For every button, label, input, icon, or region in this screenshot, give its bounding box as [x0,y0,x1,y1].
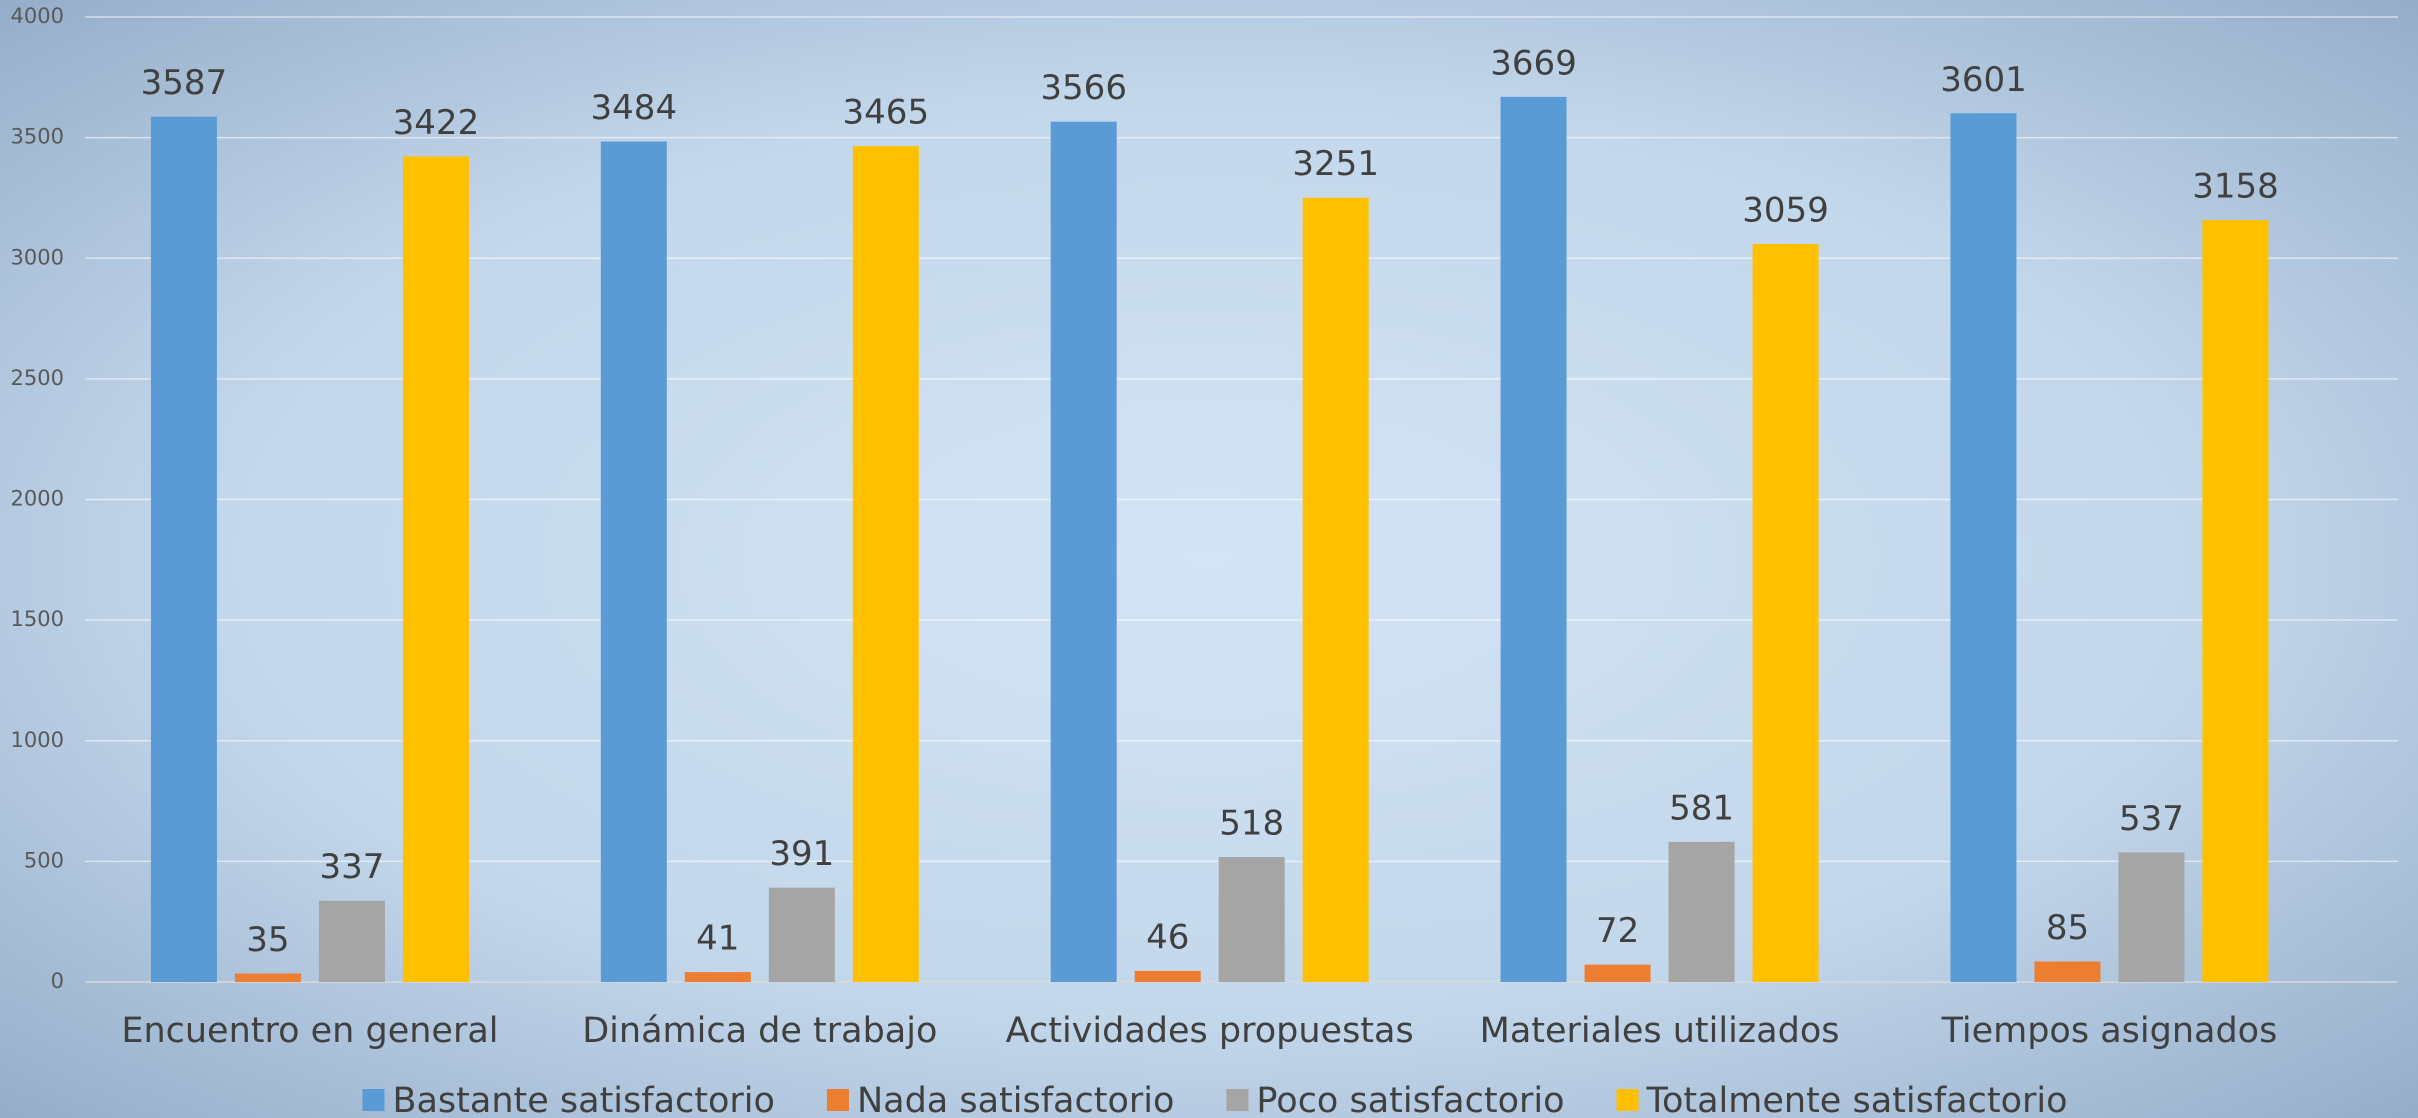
value-label: 3465 [843,93,930,133]
bar [1950,113,2017,983]
value-label: 46 [1146,917,1189,957]
bar [234,973,301,982]
bar [1584,964,1651,982]
legend-label: Nada satisfactorio [857,1081,1174,1118]
y-tick-label: 2500 [11,366,64,390]
bar [150,116,217,983]
value-label: 537 [2119,799,2184,839]
bar [1218,857,1285,982]
legend-swatch [1226,1089,1249,1111]
y-tick-label: 3000 [11,245,64,269]
bar [2118,852,2185,982]
bar [2034,961,2101,982]
value-label: 3422 [393,103,480,143]
x-tick-label: Encuentro en general [121,1011,498,1051]
y-tick-label: 500 [24,848,64,872]
value-label: 85 [2046,908,2089,948]
bar [318,900,385,982]
bar [1134,970,1201,982]
value-label: 581 [1669,788,1734,828]
value-label: 35 [246,920,289,960]
legend-label: Bastante satisfactorio [392,1081,774,1118]
bar [1050,121,1117,982]
value-label: 3059 [1742,191,1829,231]
value-label: 3484 [591,88,678,128]
value-label: 41 [696,919,739,959]
bar [1668,841,1735,982]
bar [852,146,919,983]
value-label: 518 [1219,804,1284,844]
x-tick-label: Tiempos asignados [1941,1011,2278,1051]
y-tick-label: 1500 [11,607,64,631]
bar [600,141,667,983]
bar [1500,96,1567,982]
value-label: 3251 [1292,144,1379,184]
value-label: 3601 [1940,60,2027,100]
x-tick-label: Materiales utilizados [1480,1011,1840,1051]
x-tick-label: Dinámica de trabajo [582,1011,937,1051]
value-label: 72 [1596,911,1639,951]
bar [1752,244,1819,983]
legend-label: Totalmente satisfactorio [1646,1081,2068,1118]
legend-swatch [362,1089,385,1111]
y-tick-label: 4000 [11,4,64,28]
bar [2202,220,2269,982]
x-tick-label: Actividades propuestas [1006,1011,1414,1051]
bar [768,887,835,982]
value-label: 3587 [141,63,228,103]
value-label: 337 [319,847,384,887]
y-tick-label: 3500 [11,125,64,149]
value-label: 3566 [1040,68,1127,108]
value-label: 3669 [1490,43,1577,83]
value-label: 391 [769,834,834,874]
legend-swatch [826,1089,849,1111]
value-label: 3158 [2192,167,2279,207]
legend-label: Poco satisfactorio [1256,1081,1564,1118]
y-tick-label: 1000 [11,728,64,752]
bar [402,156,469,982]
legend-swatch [1616,1089,1639,1111]
y-tick-label: 2000 [11,487,64,511]
y-tick-label: 0 [51,969,64,993]
bar [1302,197,1369,983]
bar [684,972,751,982]
